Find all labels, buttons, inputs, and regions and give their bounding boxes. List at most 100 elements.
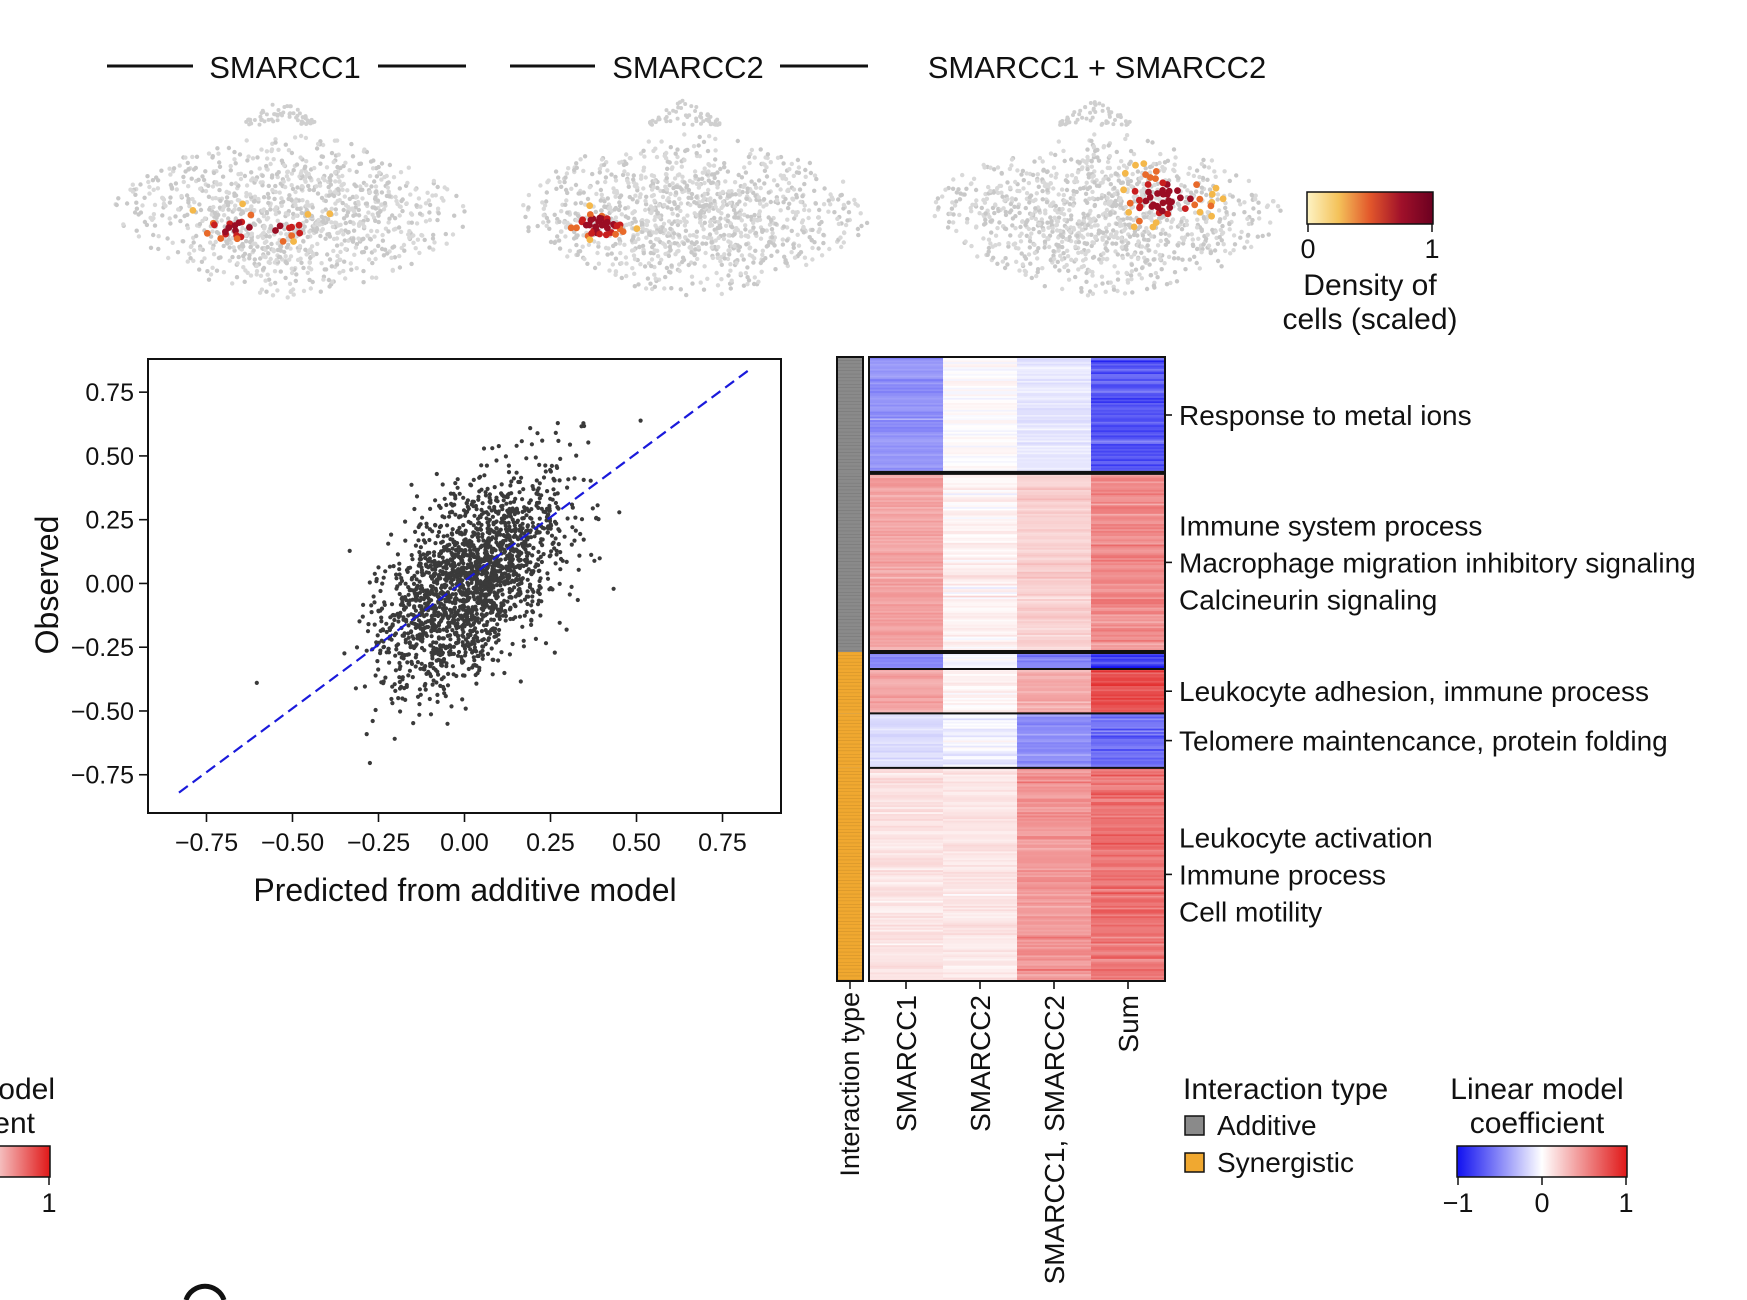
umap-cell [1085,293,1091,298]
umap-cell [578,200,584,206]
scatter-point [441,534,446,539]
umap-cell [415,237,421,242]
umap-cell [1051,186,1056,191]
umap-density-cell [613,222,621,230]
umap-cell [1092,101,1097,106]
umap-cell [1227,178,1233,184]
scatter-point [511,476,516,481]
umap-cell [435,184,440,190]
umap-cell [705,276,710,281]
umap-cell [379,190,385,195]
umap-cell [232,149,237,155]
scatter-point [534,491,539,496]
umap-cell [260,267,266,272]
umap-cell [821,240,826,246]
umap-cell [186,200,191,205]
umap-cell [220,174,226,179]
umap-cell [982,200,988,205]
umap-density-cell [1208,190,1216,198]
umap-cell [271,157,276,162]
umap-cell [726,273,731,278]
umap-cell [335,198,340,204]
umap-cell [231,245,236,250]
umap-cell [627,194,632,200]
umap-density-cell [1132,161,1139,169]
umap-cell [252,257,257,262]
scatter-point [557,478,562,483]
umap-cell [577,249,583,254]
umap-cell [752,256,757,261]
umap-cell [624,152,629,157]
umap-cell [243,233,248,238]
umap-cell [354,169,359,174]
umap-cell [1061,148,1066,154]
umap-cell [304,122,309,126]
umap-cell [1076,219,1082,224]
scatter-point [558,456,563,461]
umap-cell [611,243,616,249]
umap-cell [565,220,570,225]
umap-cell [279,196,284,201]
umap-cell [552,240,557,245]
umap-cell [701,227,706,232]
umap-cell [1257,216,1262,221]
umap-cell [1109,173,1114,178]
umap-cell [667,160,672,165]
umap-cell [969,209,974,214]
umap-cell [1204,192,1209,198]
umap-cell [690,122,695,127]
umap-cell [821,232,826,238]
umap-cell [324,165,330,170]
scatter-point [536,549,541,555]
umap-cell [323,267,329,272]
umap-cell [411,240,416,245]
umap-cell [1101,251,1106,256]
umap-cell [712,198,717,204]
umap-cell [323,207,328,212]
umap-cell [964,220,970,225]
umap-cell [376,243,381,249]
umap-cell [718,259,723,264]
umap-cell [402,248,407,253]
umap-cell [940,194,945,199]
umap-cell [1212,248,1218,253]
umap-cell [1000,259,1005,264]
umap-cell [576,213,581,219]
umap-cell [128,187,133,192]
umap-cell [224,189,229,195]
umap-cell [641,148,646,153]
scatter-point [525,589,530,594]
umap-cell [575,252,580,257]
umap-cell [379,161,385,166]
scatter-point [397,591,402,597]
umap-cell [810,257,815,262]
umap-density-cell [588,230,595,237]
umap-cell [259,117,264,122]
umap-cell [538,183,543,188]
scatter-point [454,673,459,679]
scatter-point [375,659,380,664]
umap-cell [367,173,373,179]
umap-cell [1027,239,1033,244]
umap-cell [655,210,660,215]
umap-cell [1104,240,1109,245]
umap-cell [983,217,988,223]
umap-cell [261,195,267,200]
umap-cell [808,170,814,176]
umap-cell [1027,200,1032,205]
umap-cell [603,245,609,251]
umap-cell [282,249,287,255]
umap-cell [694,116,699,121]
umap-cell [702,191,707,197]
umap-cell [651,206,656,211]
scatter-point [545,530,550,535]
umap-cell [242,279,247,284]
umap-cell [299,260,304,265]
umap-cell [245,158,250,163]
scatter-point [562,534,567,539]
umap-cell [376,164,381,170]
umap-cell [356,207,361,213]
umap-cell [643,286,649,291]
umap-cell [616,207,622,213]
umap-cell [390,213,395,218]
